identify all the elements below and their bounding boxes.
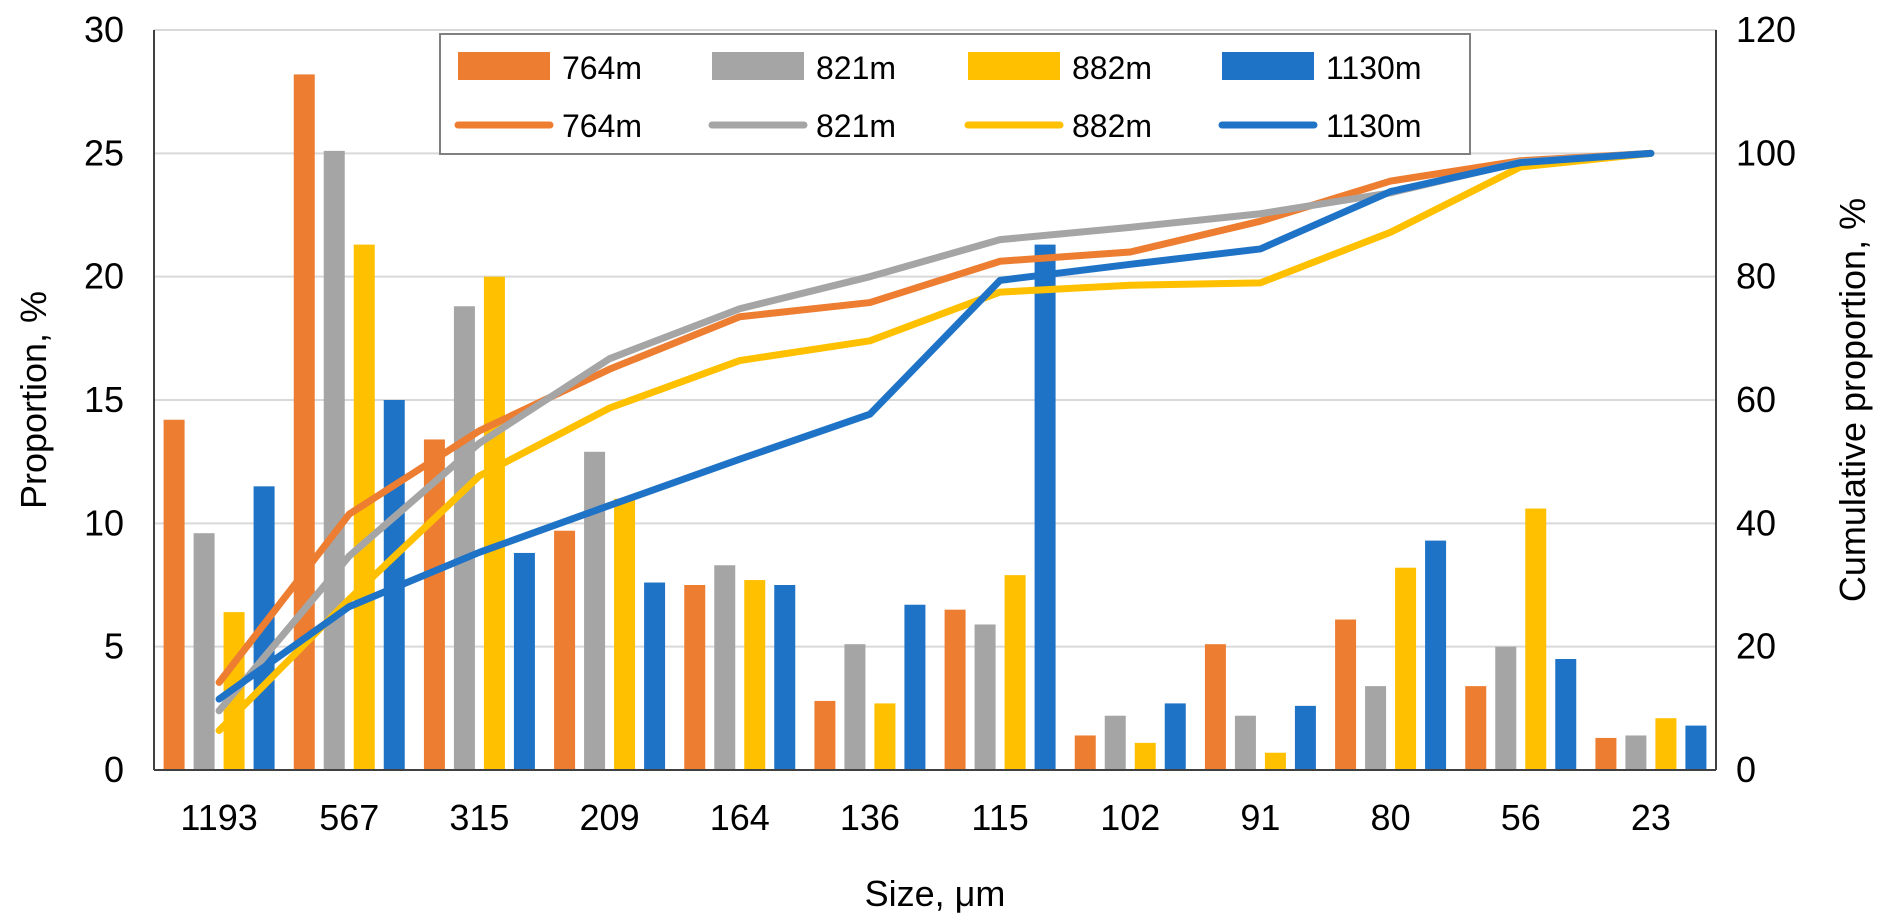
bar-882m-80 (1395, 567, 1417, 770)
x-tick-label: 209 (580, 797, 640, 838)
y2-tick-label: 100 (1736, 132, 1796, 173)
x-tick-label: 56 (1501, 797, 1541, 838)
bar-1130m-102 (1164, 703, 1186, 770)
bar-882m-209 (614, 498, 636, 770)
bar-1130m-115 (1034, 244, 1056, 771)
legend-label-line-764m: 764m (562, 108, 642, 144)
cumulative-lines (215, 149, 1655, 735)
legend-swatch-bar-1130m (1222, 52, 1314, 80)
legend-swatch-bar-764m (458, 52, 550, 80)
x-tick-label: 136 (840, 797, 900, 838)
legend-label-bar-882m: 882m (1072, 50, 1152, 86)
legend: 764m 821m 882m 1130m 764m 821m 882m 1130m (439, 33, 1471, 155)
bar-882m-56 (1525, 508, 1547, 770)
bar-821m-102 (1104, 715, 1126, 770)
bar-1130m-80 (1425, 540, 1447, 770)
bar-764m-115 (944, 609, 966, 770)
bar-821m-115 (974, 624, 996, 770)
bar-764m-209 (554, 530, 576, 770)
cumulative-line-764m (215, 149, 1655, 686)
bar-882m-91 (1264, 752, 1286, 770)
bar-882m-102 (1134, 742, 1156, 770)
bar-821m-1193 (193, 533, 215, 770)
bar-764m-136 (814, 700, 836, 770)
bar-764m-1193 (163, 419, 185, 770)
bars (163, 74, 1707, 771)
y2-tick-label: 60 (1736, 379, 1776, 420)
x-tick-label: 23 (1631, 797, 1671, 838)
bar-821m-136 (844, 644, 866, 770)
y-tick-label: 10 (84, 502, 124, 543)
legend-label-line-821m: 821m (816, 108, 896, 144)
x-tick-label: 164 (710, 797, 770, 838)
legend-label-bar-821m: 821m (816, 50, 896, 86)
legend-label-bar-1130m: 1130m (1326, 50, 1421, 86)
bar-821m-91 (1234, 715, 1256, 770)
y-tick-label: 25 (84, 132, 124, 173)
legend-label-bar-764m: 764m (562, 50, 642, 86)
bar-764m-56 (1465, 686, 1487, 770)
bar-764m-164 (684, 585, 706, 770)
legend-label-line-882m: 882m (1072, 108, 1152, 144)
x-tick-label: 315 (449, 797, 509, 838)
bar-882m-136 (874, 703, 896, 770)
legend-swatch-bar-882m (968, 52, 1060, 80)
x-tick-label: 567 (319, 797, 379, 838)
x-tick-label: 102 (1100, 797, 1160, 838)
bar-821m-23 (1625, 735, 1647, 770)
y2-tick-label: 120 (1736, 9, 1796, 50)
bar-882m-315 (483, 276, 505, 770)
y-tick-label: 30 (84, 9, 124, 50)
bar-1130m-23 (1685, 725, 1707, 770)
bar-1130m-164 (774, 585, 796, 770)
x-tick-label: 115 (971, 797, 1028, 838)
axes: 0 5 10 15 20 25 30 0 20 40 60 80 100 120 1193 567 315 209… (13, 9, 1873, 914)
bar-1130m-315 (513, 552, 535, 770)
bar-821m-209 (584, 451, 606, 770)
bar-821m-56 (1495, 646, 1517, 770)
y-tick-label: 20 (84, 256, 124, 297)
y2-tick-label: 0 (1736, 749, 1756, 790)
bar-764m-102 (1074, 735, 1096, 770)
bar-1130m-209 (644, 582, 666, 770)
bar-882m-164 (744, 580, 766, 770)
y-tick-label: 15 (84, 379, 124, 420)
bar-764m-23 (1595, 737, 1617, 770)
bar-821m-80 (1365, 686, 1387, 770)
legend-label-line-1130m: 1130m (1326, 108, 1421, 144)
y2-tick-label: 40 (1736, 502, 1776, 543)
bar-764m-91 (1204, 644, 1226, 770)
bar-821m-567 (323, 150, 345, 770)
x-axis-title: Size, μm (865, 873, 1006, 914)
bar-764m-80 (1335, 619, 1357, 770)
bar-821m-164 (714, 565, 736, 770)
cumulative-line-1130m (215, 149, 1655, 703)
x-tick-label: 80 (1371, 797, 1411, 838)
legend-swatch-bar-821m (712, 52, 804, 80)
x-tick-label: 91 (1240, 797, 1280, 838)
y-tick-label: 0 (104, 749, 124, 790)
bar-882m-23 (1655, 718, 1677, 770)
bar-1130m-136 (904, 604, 926, 770)
bar-882m-115 (1004, 575, 1026, 770)
bar-1130m-91 (1294, 705, 1316, 770)
y-axis-title: Proportion, % (13, 291, 54, 509)
cumulative-line-882m (215, 149, 1655, 735)
y2-tick-label: 80 (1736, 256, 1776, 297)
y2-tick-label: 20 (1736, 626, 1776, 667)
y2-axis-title: Cumulative proportion, % (1832, 198, 1873, 602)
y-tick-label: 5 (104, 626, 124, 667)
bar-821m-315 (453, 306, 475, 770)
bar-1130m-56 (1555, 659, 1577, 770)
bar-764m-567 (293, 74, 315, 770)
x-tick-label: 1193 (180, 797, 257, 838)
